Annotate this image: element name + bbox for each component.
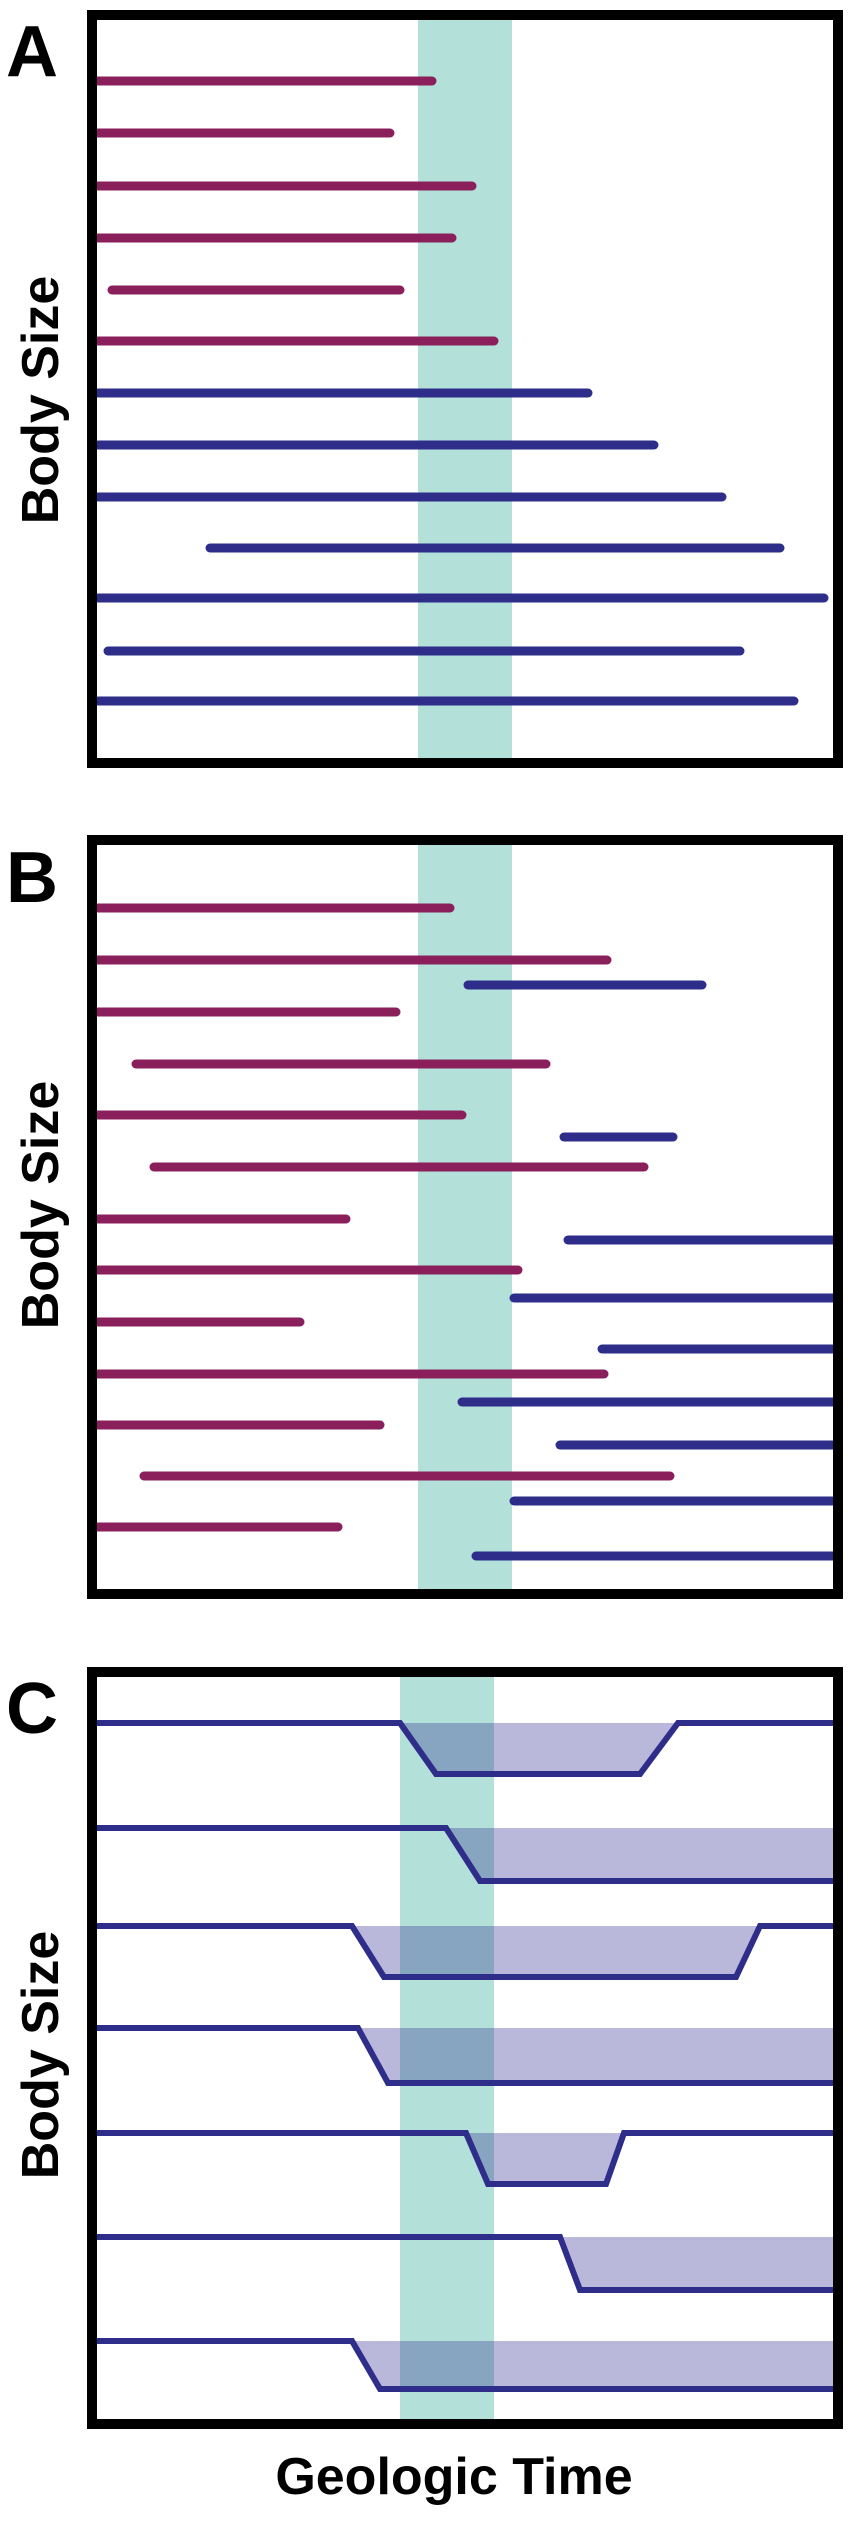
panel-frame — [87, 10, 843, 768]
panel-b: B Body Size — [6, 835, 843, 1599]
y-axis-label: Body Size — [12, 1931, 70, 2180]
panel-a: A Body Size — [6, 10, 843, 768]
panel-letter: B — [6, 838, 58, 918]
panel-letter: A — [6, 12, 58, 92]
lineage-trajectories-c — [96, 1720, 834, 2392]
size-shift-region — [446, 1828, 834, 1881]
y-axis-label: Body Size — [12, 1081, 70, 1330]
panel-frame — [87, 1667, 843, 2429]
lineage-lines-a — [93, 76, 829, 706]
panel-letter: C — [6, 1669, 58, 1749]
lineage-trajectory — [96, 2025, 834, 2086]
size-shift-region — [466, 2133, 624, 2184]
lineage-trajectory — [96, 2338, 834, 2392]
x-axis-label: Geologic Time — [275, 2448, 632, 2506]
lineage-trajectory — [96, 1720, 834, 1777]
lineage-trajectory — [96, 2234, 834, 2293]
size-shift-region — [560, 2237, 834, 2290]
extinction-overlap-region — [400, 1723, 494, 1774]
extinction-overlap-region — [400, 2341, 494, 2389]
panel-frame — [87, 835, 843, 1599]
y-axis-label: Body Size — [12, 276, 70, 525]
extinction-overlap-region — [400, 2028, 494, 2083]
panel-c: C Body Size — [6, 1667, 843, 2429]
lineage-trajectory — [96, 1923, 834, 1980]
lineage-lines-b — [93, 903, 839, 1561]
extinction-overlap-region — [400, 1926, 494, 1977]
lineage-trajectory — [96, 2130, 834, 2187]
lineage-trajectory — [96, 1825, 834, 1884]
mass-extinction-band — [418, 844, 512, 1590]
